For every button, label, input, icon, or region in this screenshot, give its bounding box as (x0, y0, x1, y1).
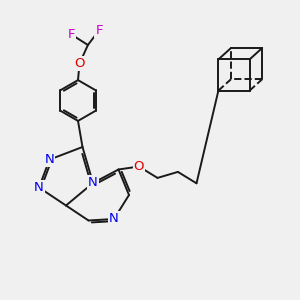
Text: F: F (68, 28, 75, 41)
Text: O: O (74, 57, 85, 70)
Text: N: N (45, 153, 54, 166)
Text: N: N (34, 181, 44, 194)
Text: N: N (109, 212, 119, 226)
Text: N: N (88, 176, 98, 190)
Text: O: O (134, 160, 144, 173)
Text: F: F (95, 23, 103, 37)
